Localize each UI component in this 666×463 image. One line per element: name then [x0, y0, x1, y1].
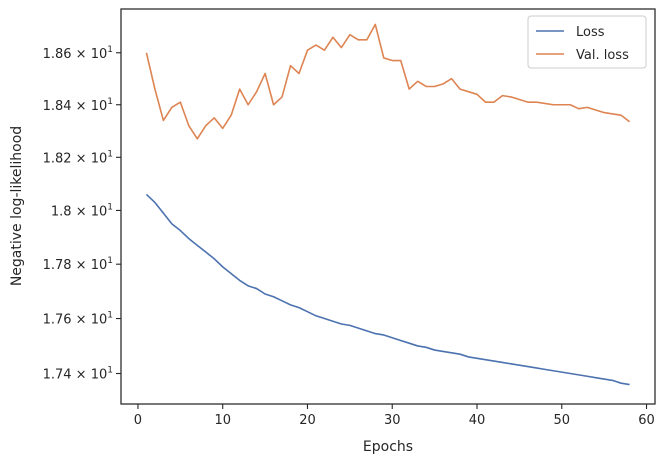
legend: Loss Val. loss — [527, 15, 647, 69]
x-tick-label: 30 — [384, 413, 401, 428]
legend-label: Loss — [576, 25, 605, 40]
y-tick-mantissa: 1.8 × 10 — [51, 204, 107, 219]
series-line-loss — [145, 193, 630, 386]
y-tick-mantissa: 1.78 × 10 — [43, 258, 108, 273]
y-tick-mantissa: 1.84 × 10 — [43, 99, 108, 114]
x-tick-label: 10 — [214, 413, 231, 428]
y-tick-label: 1.78 × 101 — [43, 256, 113, 273]
x-tick-label: 0 — [134, 413, 142, 428]
y-tick-mantissa: 1.74 × 10 — [43, 367, 108, 382]
x-tick-label: 60 — [638, 413, 655, 428]
y-tick-label: 1.82 × 101 — [43, 149, 113, 166]
x-tick-label: 20 — [299, 413, 316, 428]
y-tick-exponent: 1 — [107, 202, 113, 212]
y-tick-label: 1.86 × 101 — [43, 45, 113, 62]
x-axis: 0 10 20 30 40 50 60 — [134, 404, 655, 428]
y-axis-title: Negative log-likelihood — [9, 126, 25, 286]
y-tick-exponent: 1 — [107, 97, 113, 107]
y-tick-exponent: 1 — [107, 45, 113, 55]
legend-label: Val. loss — [576, 48, 629, 63]
y-tick-exponent: 1 — [107, 149, 113, 159]
plot-frame — [120, 8, 656, 405]
y-tick-label: 1.74 × 101 — [43, 365, 113, 382]
x-tick-label: 40 — [469, 413, 486, 428]
x-tick-label: 50 — [553, 413, 570, 428]
y-tick-exponent: 1 — [107, 256, 113, 266]
legend-box — [527, 15, 647, 69]
y-tick-label: 1.76 × 101 — [43, 311, 113, 328]
y-tick-exponent: 1 — [107, 365, 113, 375]
x-axis-title: Epochs — [363, 439, 413, 455]
y-tick-label: 1.8 × 101 — [51, 202, 113, 219]
plot-background — [121, 9, 655, 404]
y-tick-exponent: 1 — [107, 311, 113, 321]
y-tick-mantissa: 1.86 × 10 — [43, 47, 108, 62]
series-layer — [145, 23, 631, 386]
y-tick-label: 1.84 × 101 — [43, 97, 113, 114]
y-tick-mantissa: 1.82 × 10 — [43, 151, 108, 166]
y-tick-mantissa: 1.76 × 10 — [43, 313, 108, 328]
series-line-val-loss — [145, 23, 631, 140]
